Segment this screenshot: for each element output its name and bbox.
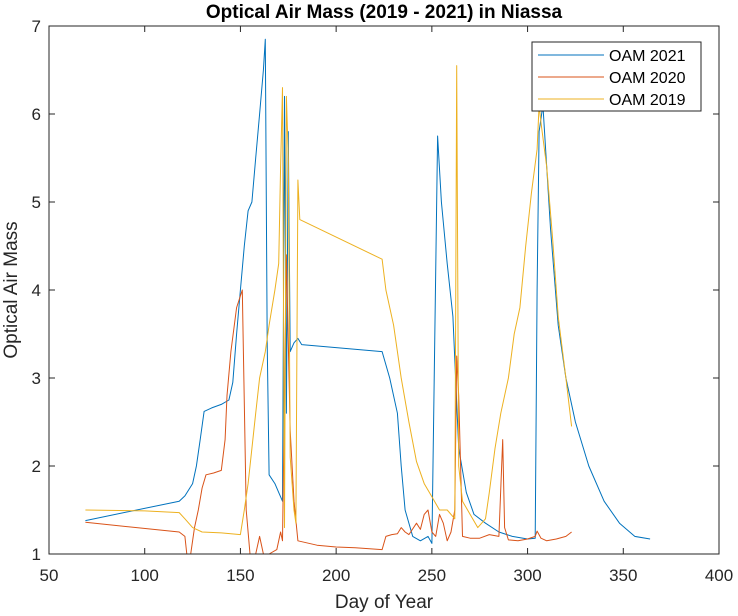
chart-title: Optical Air Mass (2019 - 2021) in Niassa: [206, 2, 563, 23]
y-axis-label: Optical Air Mass: [1, 221, 22, 358]
legend-label-2020: OAM 2020: [609, 70, 686, 87]
x-tick-label: 50: [40, 566, 59, 585]
y-tick-label: 4: [32, 281, 41, 300]
x-tick-label: 300: [513, 566, 541, 585]
x-tick-label: 400: [705, 566, 733, 585]
y-tick-label: 2: [32, 457, 41, 476]
y-tick-label: 7: [32, 17, 41, 36]
legend-label-2019: OAM 2019: [609, 92, 686, 109]
x-tick-label: 100: [131, 566, 159, 585]
y-tick-label: 6: [32, 105, 41, 124]
legend-label-2021: OAM 2021: [609, 48, 686, 65]
series-line-oam-2021: [85, 38, 651, 544]
y-tick-label: 3: [32, 369, 41, 388]
y-tick-label: 5: [32, 193, 41, 212]
plot-frame: [48, 25, 720, 555]
x-tick-label: 250: [418, 566, 446, 585]
x-tick-label: 150: [226, 566, 254, 585]
x-tick-label: 350: [609, 566, 637, 585]
legend: OAM 2021 OAM 2020 OAM 2019: [531, 41, 702, 112]
x-axis-label: Day of Year: [335, 592, 434, 613]
series-line-oam-2019: [85, 65, 573, 536]
series-line-oam-2020: [85, 254, 572, 555]
y-tick-label: 1: [32, 545, 41, 564]
series-lines: [85, 38, 651, 555]
x-tick-label: 200: [322, 566, 350, 585]
axis-ticks: 50 100 150 200 250 300 350 400 1 2 3 4 5 6 7: [32, 17, 734, 585]
